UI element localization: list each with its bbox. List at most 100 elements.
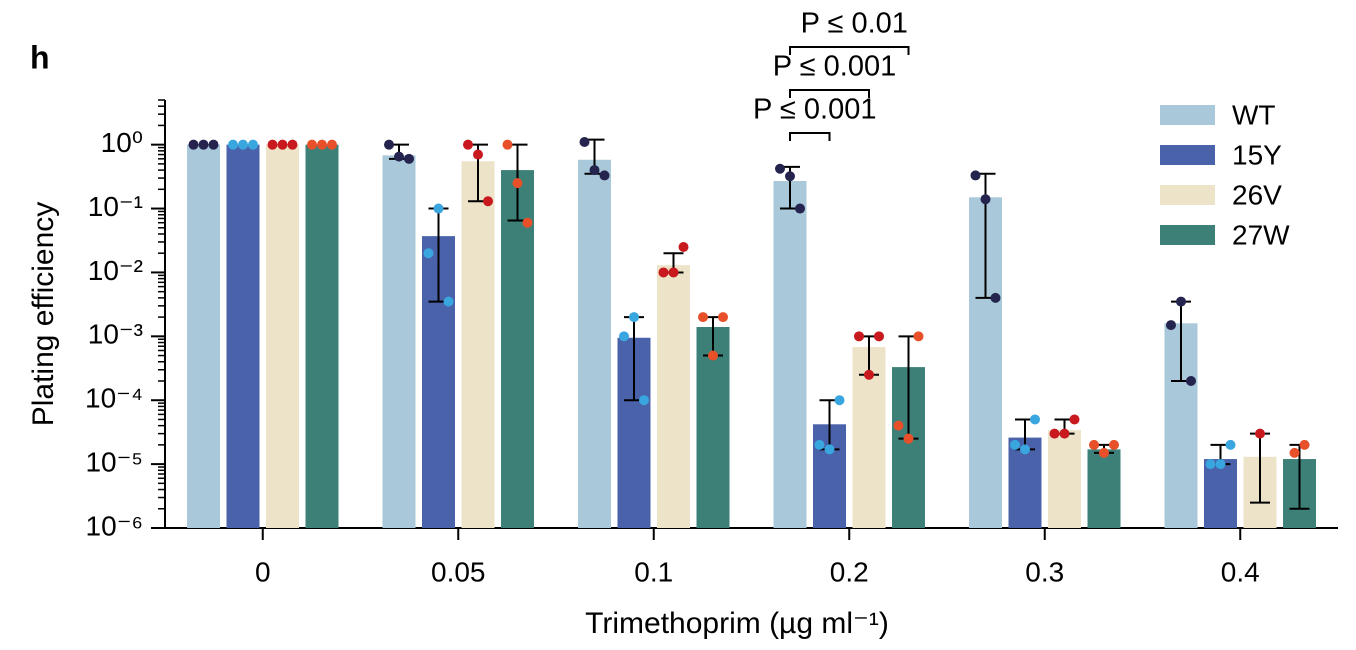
y-tick-label: 10⁻¹ — [88, 191, 143, 222]
bar — [578, 159, 611, 529]
data-point — [522, 217, 533, 228]
data-point — [1109, 439, 1119, 450]
data-point — [579, 137, 590, 148]
data-point — [874, 331, 884, 342]
data-point — [307, 139, 317, 150]
data-point — [775, 163, 785, 174]
bar — [1087, 449, 1121, 528]
bar — [1204, 459, 1237, 528]
bar — [1048, 430, 1081, 528]
data-point — [208, 139, 219, 150]
panel-label: h — [30, 39, 50, 75]
significance-label: P ≤ 0.001 — [753, 94, 876, 126]
data-point — [443, 296, 454, 307]
data-point — [228, 139, 238, 150]
significance-label: P ≤ 0.01 — [801, 8, 908, 40]
data-point — [1020, 444, 1030, 455]
data-point — [1215, 459, 1226, 470]
data-point — [1059, 428, 1070, 439]
data-point — [1205, 459, 1216, 470]
bar — [382, 155, 416, 528]
data-point — [423, 248, 434, 259]
data-point — [1089, 439, 1099, 450]
x-tick-label: 0.3 — [1025, 556, 1064, 587]
data-point — [785, 171, 795, 182]
data-point — [619, 331, 629, 342]
data-point — [1010, 439, 1020, 450]
data-point — [317, 139, 327, 150]
data-point — [483, 196, 493, 207]
data-point — [864, 369, 874, 380]
y-tick-label: 10⁻³ — [88, 319, 143, 350]
data-point — [267, 139, 278, 150]
data-point — [512, 178, 523, 189]
bar — [187, 144, 220, 529]
data-point — [198, 139, 209, 150]
y-tick-label: 10⁰ — [101, 127, 143, 158]
legend-label: 27W — [1232, 219, 1290, 250]
data-point — [814, 439, 825, 450]
data-point — [678, 242, 689, 253]
legend-label: 26V — [1232, 179, 1282, 210]
y-tick-label: 10⁻⁶ — [86, 510, 143, 541]
data-point — [970, 170, 981, 181]
data-point — [589, 165, 600, 176]
data-point — [473, 149, 483, 160]
significance-bracket — [789, 46, 910, 55]
data-point — [795, 203, 805, 214]
bar — [305, 144, 339, 529]
data-point — [668, 267, 679, 278]
bar — [773, 180, 807, 528]
data-point — [1186, 375, 1196, 386]
data-point — [188, 139, 199, 150]
bar — [657, 265, 690, 528]
bar — [501, 170, 534, 529]
significance-bracket — [789, 132, 831, 141]
x-tick-label: 0 — [255, 556, 271, 587]
data-point — [824, 444, 835, 455]
data-point — [658, 267, 669, 278]
data-point — [708, 350, 718, 361]
data-point — [980, 194, 991, 205]
x-tick-label: 0.2 — [830, 556, 869, 587]
bar — [461, 161, 495, 528]
legend-swatch — [1160, 105, 1215, 125]
data-point — [893, 420, 904, 431]
data-point — [277, 139, 288, 150]
data-point — [1166, 320, 1176, 331]
data-point — [1069, 414, 1080, 425]
legend-label: WT — [1232, 99, 1276, 130]
data-point — [599, 170, 610, 181]
data-point — [834, 395, 845, 406]
data-point — [1176, 296, 1186, 307]
y-tick-label: 10⁻² — [88, 255, 143, 286]
data-point — [463, 139, 473, 150]
data-point — [1225, 439, 1236, 450]
bar — [266, 144, 299, 529]
data-point — [248, 139, 258, 150]
data-point — [394, 151, 404, 162]
data-point — [1030, 414, 1040, 425]
data-point — [903, 433, 914, 444]
significance-label: P ≤ 0.001 — [773, 51, 896, 83]
data-point — [990, 292, 1001, 303]
x-axis-label: Trimethoprim (µg ml⁻¹) — [585, 607, 889, 640]
data-point — [698, 312, 708, 323]
legend-label: 15Y — [1232, 139, 1282, 170]
data-point — [854, 331, 864, 342]
data-point — [384, 139, 394, 150]
data-point — [1289, 447, 1300, 458]
significance-bracket — [789, 89, 870, 98]
data-point — [433, 203, 444, 214]
data-point — [1299, 439, 1310, 450]
data-point — [238, 139, 248, 150]
y-tick-label: 10⁻⁴ — [85, 383, 143, 414]
x-tick-label: 0.4 — [1221, 556, 1260, 587]
data-point — [629, 312, 639, 323]
legend-swatch — [1160, 145, 1215, 165]
data-point — [639, 395, 649, 406]
data-point — [1099, 447, 1109, 458]
data-point — [327, 139, 337, 150]
data-point — [913, 331, 924, 342]
